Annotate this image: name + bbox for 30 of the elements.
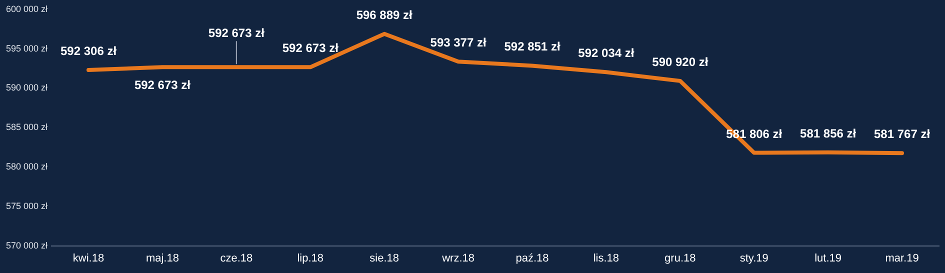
y-tick-label: 595 000 zł [6, 43, 48, 54]
y-tick-label: 570 000 zł [6, 240, 48, 250]
data-label: 596 889 zł [356, 8, 414, 22]
x-tick-label: lip.18 [297, 252, 324, 264]
data-label: 592 673 zł [134, 78, 192, 92]
y-tick-label: 600 000 zł [6, 4, 48, 14]
x-tick-label: lis.18 [593, 252, 620, 264]
x-tick-label: mar.19 [885, 252, 919, 264]
data-label: 592 034 zł [578, 46, 635, 60]
x-tick-label: kwi.18 [72, 252, 104, 264]
y-tick-label: 585 000 zł [6, 122, 48, 132]
x-tick-label: paź.18 [516, 252, 549, 264]
y-tick-label: 575 000 zł [6, 200, 48, 211]
data-label: 590 920 zł [652, 54, 709, 69]
x-tick-label: wrz.18 [441, 252, 474, 264]
data-label: 592 673 zł [208, 26, 266, 40]
y-tick-label: 590 000 zł [6, 82, 48, 93]
data-label: 592 306 zł [60, 44, 118, 58]
x-tick-label: sie.18 [370, 252, 400, 264]
x-tick-label: lut.19 [814, 252, 842, 264]
data-label: 592 851 zł [504, 40, 561, 54]
x-tick-label: maj.18 [146, 252, 179, 264]
x-tick-label: sty.19 [740, 252, 768, 264]
data-label: 581 856 zł [800, 126, 857, 140]
data-label: 593 377 zł [430, 36, 487, 50]
y-tick-label: 580 000 zł [6, 161, 48, 172]
x-tick-label: cze.18 [220, 252, 253, 264]
x-tick-label: gru.18 [664, 252, 696, 264]
data-label: 581 767 zł [874, 127, 931, 142]
data-label: 592 673 zł [282, 41, 340, 56]
